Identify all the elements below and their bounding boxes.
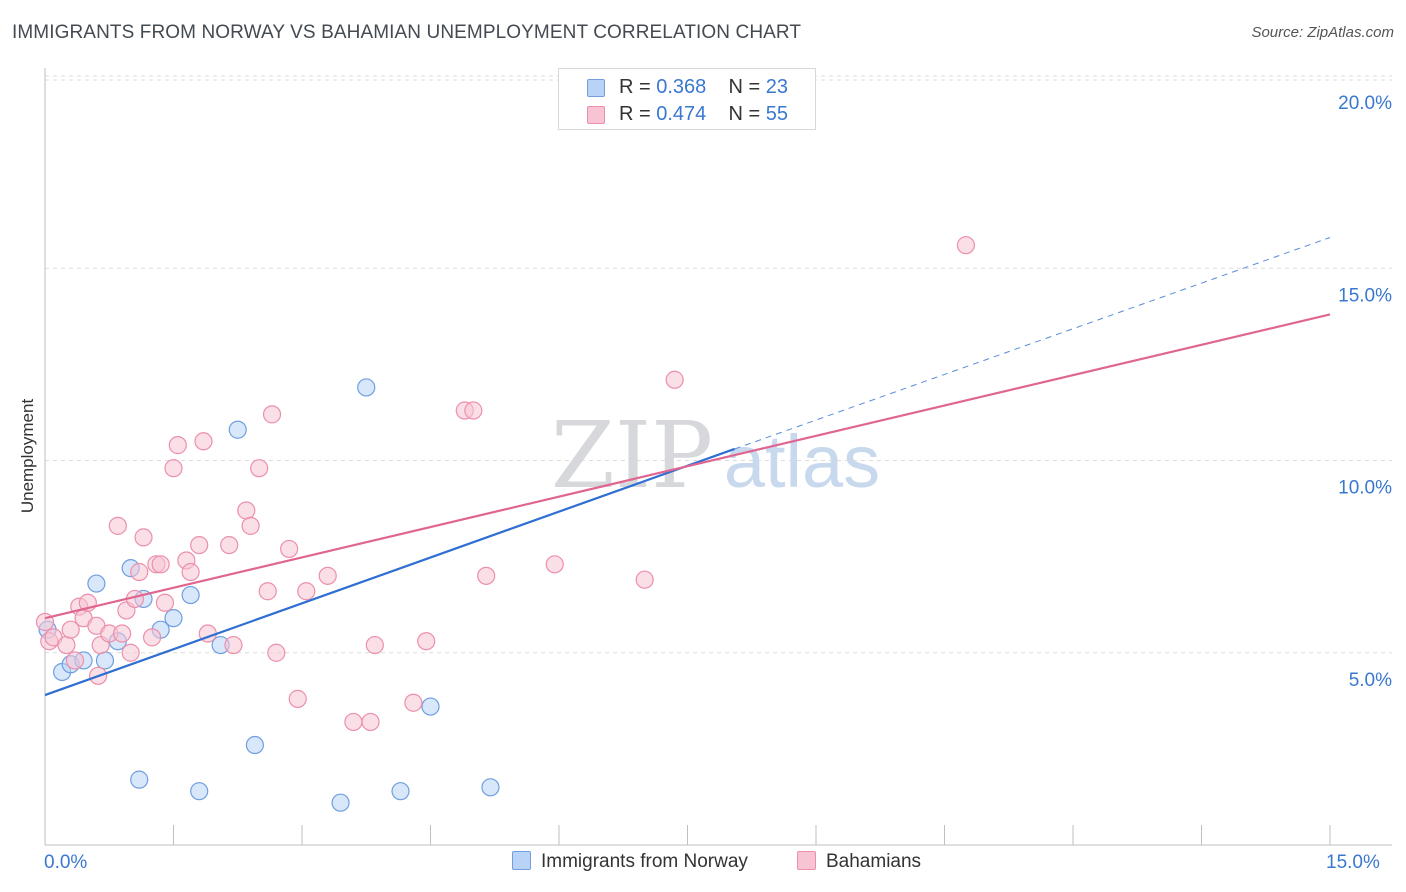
norway-point xyxy=(331,793,350,812)
bottom-legend-label-bahamians: Bahamians xyxy=(826,851,922,872)
bahamians-point xyxy=(545,555,564,574)
bahamians-point xyxy=(417,632,436,651)
bahamians-point xyxy=(241,516,260,535)
y-tick-label: 15.0% xyxy=(1338,285,1392,306)
norway-point xyxy=(391,782,410,801)
bahamians-point xyxy=(134,528,153,547)
legend-r-label: R = xyxy=(619,76,657,98)
legend-text-norway: R = 0.368 N = 23 xyxy=(619,76,788,99)
chart-title: IMMIGRANTS FROM NORWAY VS BAHAMIAN UNEMP… xyxy=(12,22,802,43)
bahamians-trendline xyxy=(44,313,1331,620)
norway-point xyxy=(130,770,149,789)
legend-n-label: N = xyxy=(728,76,766,98)
bahamians-point xyxy=(194,432,213,451)
norway-trendline xyxy=(44,447,735,697)
gridlines xyxy=(45,75,1392,654)
bahamians-point xyxy=(477,566,496,585)
bottom-legend-norway: Immigrants from Norway xyxy=(512,851,748,873)
watermark: ZIP atlas xyxy=(551,402,880,509)
bahamians-point xyxy=(65,651,85,670)
bahamians-point xyxy=(258,582,277,601)
norway-point xyxy=(95,651,115,670)
trendlines xyxy=(44,237,1331,697)
bottom-legend-swatch-blue xyxy=(512,851,531,870)
bahamians-point xyxy=(151,555,170,574)
axes xyxy=(44,68,1392,846)
bahamians-point xyxy=(956,236,976,255)
bahamians-point xyxy=(112,624,132,643)
bahamians-point xyxy=(464,401,483,420)
legend-r-label: R = xyxy=(619,103,657,125)
legend-n-value: 23 xyxy=(765,76,789,98)
bahamians-point xyxy=(665,370,684,389)
source-label: Source: ZipAtlas.com xyxy=(1251,24,1394,41)
bahamians-point xyxy=(237,501,256,520)
bottom-legend-label-norway: Immigrants from Norway xyxy=(541,851,748,872)
bahamians-point xyxy=(181,562,200,582)
norway-point xyxy=(190,782,209,801)
bahamians-point xyxy=(365,635,384,655)
bahamians-point xyxy=(168,436,187,455)
bahamians-point xyxy=(344,712,363,732)
norway-point xyxy=(181,585,200,605)
bahamians-point xyxy=(267,643,286,662)
norway-point xyxy=(481,778,500,797)
legend-r-value: 0.474 xyxy=(656,103,707,125)
bahamians-point xyxy=(155,593,175,612)
bahamians-point xyxy=(130,562,149,582)
norway-point xyxy=(421,697,440,716)
bahamians-point xyxy=(404,693,423,712)
bahamians-point xyxy=(142,628,162,647)
bahamians-point xyxy=(635,570,654,589)
norway-point xyxy=(87,574,106,593)
correlation-legend: R = 0.368 N = 23 R = 0.474 N = 55 xyxy=(558,68,816,130)
bahamians-point xyxy=(224,635,243,655)
x-tick-label-min: 0.0% xyxy=(44,852,88,873)
bahamians-point xyxy=(164,459,183,478)
bottom-legend-bahamians: Bahamians xyxy=(797,851,921,873)
bahamians-point xyxy=(361,712,380,732)
bahamians-point xyxy=(262,405,282,424)
data-points xyxy=(35,86,976,812)
x-tick-label-max: 15.0% xyxy=(1326,852,1380,873)
bottom-legend-swatch-pink xyxy=(797,851,816,870)
legend-n-value: 55 xyxy=(765,103,789,125)
y-tick-label: 10.0% xyxy=(1338,478,1392,499)
norway-point xyxy=(164,609,183,628)
norway-point xyxy=(245,735,264,755)
norway-point xyxy=(228,420,247,439)
norway-point xyxy=(357,378,376,397)
watermark-atlas: atlas xyxy=(724,420,880,503)
legend-swatch-pink xyxy=(587,106,605,124)
bahamians-point xyxy=(220,535,239,555)
legend-n-label: N = xyxy=(728,103,766,125)
y-tick-label: 5.0% xyxy=(1349,670,1392,691)
bahamians-point xyxy=(108,516,127,535)
bahamians-point xyxy=(190,535,209,555)
bahamians-point xyxy=(288,689,307,708)
norway-trendline-extension xyxy=(734,237,1331,450)
legend-swatch-blue xyxy=(587,79,605,97)
bahamians-point xyxy=(318,566,337,585)
bahamians-point xyxy=(297,582,316,601)
bahamians-point xyxy=(121,643,140,662)
bahamians-point xyxy=(61,620,80,639)
bahamians-point xyxy=(250,459,269,478)
legend-text-bahamians: R = 0.474 N = 55 xyxy=(619,103,788,126)
bahamians-point xyxy=(57,635,76,655)
y-tick-label: 20.0% xyxy=(1338,93,1392,114)
y-tick-labels: 5.0% 10.0% 15.0% 20.0% xyxy=(1338,93,1392,691)
bahamians-point xyxy=(280,539,299,559)
legend-r-value: 0.368 xyxy=(656,76,707,98)
